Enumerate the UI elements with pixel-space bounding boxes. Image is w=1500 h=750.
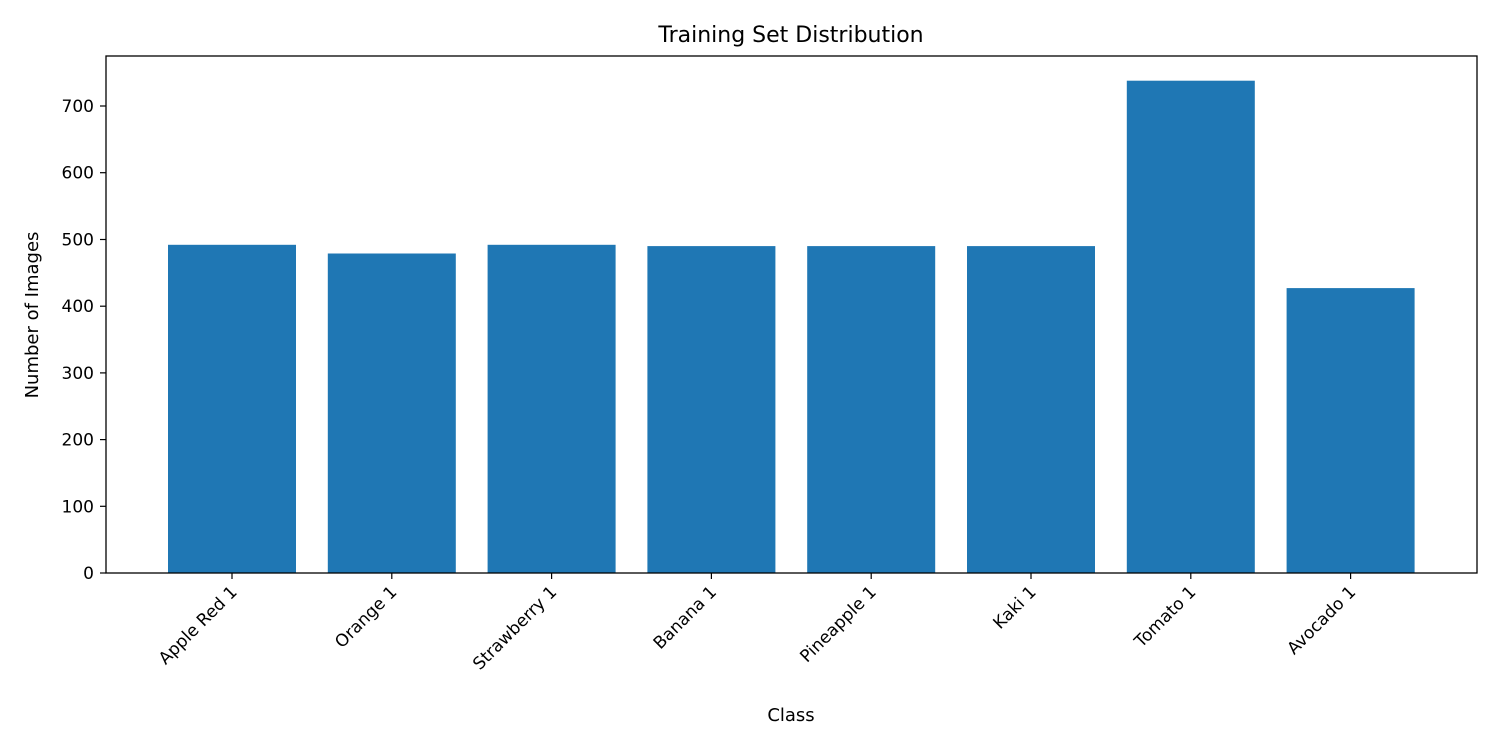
y-tick-label: 200 bbox=[62, 431, 94, 451]
bar-banana-1 bbox=[647, 246, 776, 573]
bar-orange-1 bbox=[327, 253, 456, 573]
plot-frame bbox=[105, 55, 1478, 574]
chart-title: Training Set Distribution bbox=[657, 23, 923, 48]
y-tick-label: 400 bbox=[62, 297, 94, 317]
bar-pineapple-1 bbox=[807, 246, 936, 573]
bar-kaki-1 bbox=[967, 246, 1095, 573]
x-tick-label: Apple Red 1 bbox=[155, 582, 241, 668]
x-tick-label: Orange 1 bbox=[331, 582, 401, 652]
y-tick-label: 0 bbox=[83, 564, 94, 584]
x-tick-label: Tomato 1 bbox=[1130, 582, 1200, 652]
y-tick-label: 300 bbox=[62, 364, 94, 384]
y-tick-label: 600 bbox=[62, 164, 94, 184]
y-tick-label: 700 bbox=[62, 97, 94, 117]
bars-layer bbox=[168, 80, 1415, 574]
y-tick-label: 100 bbox=[62, 497, 94, 517]
x-tick-label: Strawberry 1 bbox=[469, 582, 561, 674]
y-axis-label: Number of Images bbox=[22, 232, 43, 399]
bar-avocado-1 bbox=[1286, 288, 1415, 573]
x-tick-label: Banana 1 bbox=[650, 582, 721, 653]
y-tick-label: 500 bbox=[62, 231, 94, 251]
bar-strawberry-1 bbox=[487, 244, 616, 574]
x-axis-label: Class bbox=[767, 705, 814, 726]
bar-apple-red-1 bbox=[168, 244, 296, 574]
y-axis-ticks: 0 100 200 300 400 500 600 700 bbox=[62, 97, 106, 584]
x-tick-label: Avocado 1 bbox=[1284, 582, 1361, 659]
x-tick-label: Kaki 1 bbox=[990, 582, 1041, 633]
x-axis-ticks: Apple Red 1 Orange 1 Strawberry 1 Banana 1 P… bbox=[155, 573, 1360, 674]
bar-tomato-1 bbox=[1126, 80, 1255, 573]
x-tick-label: Pineapple 1 bbox=[796, 582, 880, 666]
